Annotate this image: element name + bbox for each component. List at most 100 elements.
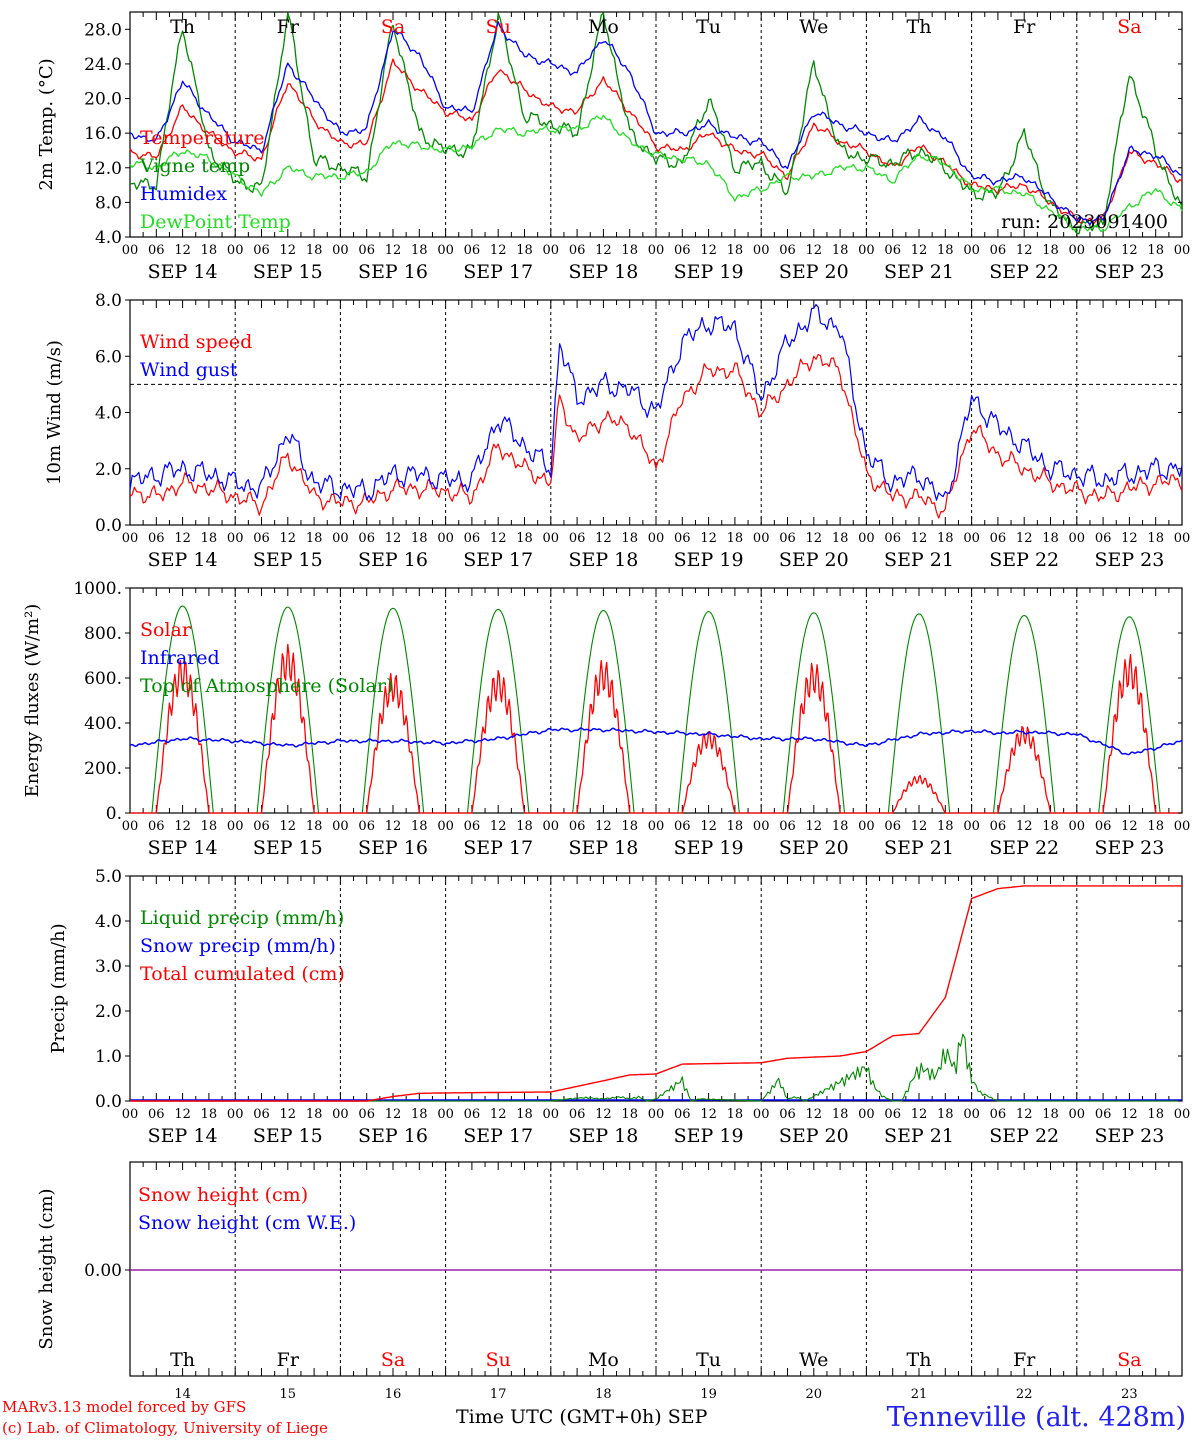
- y-tick-label: 8.0: [95, 193, 122, 213]
- hour-label: 06: [569, 243, 586, 258]
- y-tick-label: 28.0: [84, 20, 122, 40]
- y-tick-label: 5.0: [95, 867, 122, 887]
- date-label: SEP 23: [1094, 837, 1164, 859]
- hour-label: 18: [621, 1107, 638, 1122]
- series-line: [129, 21, 1183, 226]
- hour-label: 00: [648, 819, 665, 834]
- date-label: SEP 18: [568, 1125, 638, 1147]
- hour-label: 00: [122, 819, 139, 834]
- hour-label: 00: [122, 243, 139, 258]
- day-number-label: 15: [280, 1387, 297, 1402]
- hour-label: 12: [280, 243, 297, 258]
- date-label: SEP 17: [463, 261, 533, 283]
- weekday-label: Sa: [1117, 1349, 1141, 1371]
- hour-label: 12: [700, 531, 717, 546]
- date-label: SEP 21: [884, 549, 954, 571]
- hour-label: 18: [832, 243, 849, 258]
- hour-label: 18: [937, 1107, 954, 1122]
- date-label: SEP 23: [1094, 1125, 1164, 1147]
- weekday-label: Th: [170, 1349, 195, 1371]
- weekday-label: Fr: [277, 16, 300, 38]
- hour-label: 06: [1095, 243, 1112, 258]
- hour-label: 18: [516, 1107, 533, 1122]
- date-label: SEP 18: [568, 549, 638, 571]
- hour-label: 06: [358, 243, 375, 258]
- infrared-line: [129, 727, 1183, 756]
- hour-label: 00: [753, 819, 770, 834]
- day-number-label: 16: [385, 1387, 402, 1402]
- hour-label: 00: [437, 1107, 454, 1122]
- hour-label: 00: [332, 1107, 349, 1122]
- hour-label: 06: [464, 819, 481, 834]
- energy-panel: 0. 200. 400. 600. 800. 1000. Energy fluxes (W/…: [22, 579, 1190, 859]
- hour-label: 12: [700, 243, 717, 258]
- date-label: SEP 20: [779, 837, 849, 859]
- hour-label: 00: [437, 819, 454, 834]
- date-label: SEP 14: [148, 837, 218, 859]
- hour-label: 18: [306, 819, 323, 834]
- hour-label: 06: [569, 819, 586, 834]
- hour-label: 00: [753, 531, 770, 546]
- hour-label: 00: [543, 1107, 560, 1122]
- hour-label: 00: [858, 819, 875, 834]
- date-label: SEP 19: [674, 1125, 744, 1147]
- legend-entry: Total cumulated (cm): [140, 963, 345, 985]
- y-tick-label: 0.0: [95, 1092, 122, 1112]
- weekday-label: Th: [170, 16, 195, 38]
- date-label: SEP 16: [358, 549, 428, 571]
- day-number-label: 14: [174, 1387, 191, 1402]
- hour-label: 12: [595, 243, 612, 258]
- model-credit: MARv3.13 model forced by GFS: [2, 1398, 247, 1416]
- hour-label: 18: [727, 531, 744, 546]
- legend-entry: Temperature: [140, 127, 264, 149]
- lab-credit: (c) Lab. of Climatology, University of L…: [2, 1419, 328, 1437]
- hour-label: 12: [700, 819, 717, 834]
- hour-label: 06: [148, 1107, 165, 1122]
- hour-label: 00: [332, 531, 349, 546]
- day-number-label: 20: [806, 1387, 823, 1402]
- hour-label: 12: [1121, 819, 1138, 834]
- hour-label: 18: [1147, 1107, 1164, 1122]
- hour-label: 00: [858, 1107, 875, 1122]
- hour-label: 18: [621, 243, 638, 258]
- hour-label: 06: [779, 819, 796, 834]
- hour-label: 12: [174, 243, 191, 258]
- hour-label: 18: [621, 531, 638, 546]
- weekday-label: Fr: [1013, 1349, 1036, 1371]
- date-label: SEP 17: [463, 837, 533, 859]
- weekday-label: Su: [486, 16, 511, 38]
- weekday-label: Th: [907, 1349, 932, 1371]
- legend-entry: Wind speed: [140, 331, 252, 353]
- hour-label: 18: [1042, 819, 1059, 834]
- date-label: SEP 19: [674, 837, 744, 859]
- weekday-label: Th: [907, 16, 932, 38]
- hour-label: 06: [990, 1107, 1007, 1122]
- hour-label: 06: [464, 531, 481, 546]
- y-axis-label: Precip (mm/h): [48, 923, 69, 1053]
- legend-entry: Humidex: [140, 183, 227, 205]
- hour-label: 12: [911, 531, 928, 546]
- hour-label: 18: [832, 531, 849, 546]
- hour-label: 12: [1121, 1107, 1138, 1122]
- hour-label: 06: [884, 1107, 901, 1122]
- hour-label: 00: [1174, 243, 1191, 258]
- hour-label: 06: [1095, 531, 1112, 546]
- date-label: SEP 16: [358, 261, 428, 283]
- hour-label: 00: [227, 819, 244, 834]
- hour-label: 18: [1042, 531, 1059, 546]
- hour-label: 18: [1042, 243, 1059, 258]
- series-line: [129, 353, 1183, 519]
- hour-label: 12: [280, 531, 297, 546]
- hour-label: 12: [385, 1107, 402, 1122]
- date-label: SEP 22: [989, 549, 1059, 571]
- run-label: run: 2023091400: [1001, 211, 1168, 233]
- hour-label: 06: [358, 531, 375, 546]
- day-number-label: 23: [1121, 1387, 1138, 1402]
- weekday-label: Tu: [696, 1349, 721, 1371]
- y-tick-label: 6.0: [95, 347, 122, 367]
- hour-label: 06: [148, 819, 165, 834]
- date-label: SEP 14: [148, 261, 218, 283]
- date-label: SEP 15: [253, 837, 323, 859]
- y-tick-label: 0.: [106, 804, 122, 824]
- snow-panel: 0.00 Snow height (cm) Snow height (cm) Snow…: [36, 1161, 1183, 1402]
